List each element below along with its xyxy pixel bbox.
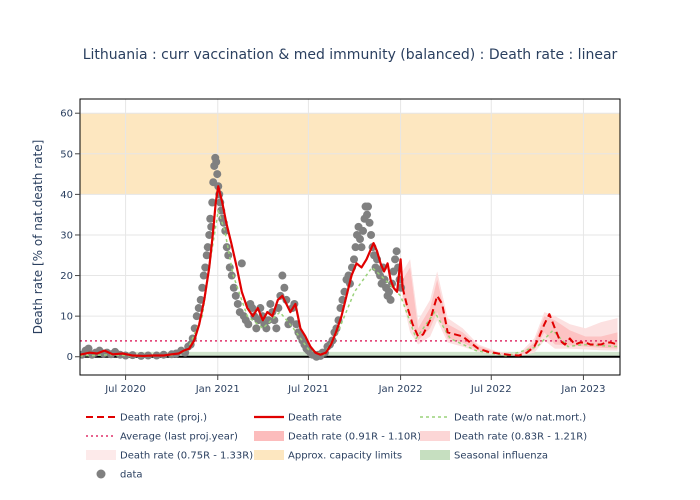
data-point: [252, 324, 261, 333]
seasonal-influenza-band: [80, 351, 620, 357]
legend-swatch: [254, 431, 284, 441]
legend-label: Death rate (0.91R - 1.10R): [288, 432, 421, 443]
data-point: [363, 210, 372, 219]
y-tick-label: 10: [60, 312, 73, 323]
data-point: [278, 271, 287, 280]
legend-label: Seasonal influenza: [454, 451, 548, 462]
data-point: [385, 287, 394, 296]
legend: Death rate (proj.) Death rate Death rate (…: [86, 413, 587, 481]
legend-label: Death rate: [288, 413, 342, 424]
data-point: [208, 198, 217, 207]
y-tick-label: 60: [60, 109, 73, 120]
legend-swatch: [420, 431, 450, 441]
x-tick-label: Jul 2021: [287, 384, 329, 395]
series-death-rate-proj: [401, 287, 618, 357]
x-tick-label: Jul 2022: [470, 384, 512, 395]
legend-label: Death rate (0.75R - 1.33R): [120, 451, 253, 462]
data-point: [391, 255, 400, 264]
data-point: [203, 243, 212, 252]
data-point: [359, 226, 368, 235]
chart-title: Lithuania : curr vaccination & med immun…: [83, 47, 618, 63]
data-point: [270, 316, 279, 325]
legend-swatch: [420, 450, 450, 460]
plot-border: [79, 98, 621, 376]
data-point: [248, 304, 257, 313]
data-point: [357, 243, 366, 252]
data-point: [351, 243, 360, 252]
data-point: [212, 157, 221, 166]
y-tick-label: 40: [60, 190, 73, 201]
data-point: [229, 283, 238, 292]
data-point: [192, 312, 201, 321]
data-point: [222, 243, 231, 252]
data-point: [213, 170, 222, 179]
x-tick-label: Jan 2021: [195, 384, 240, 395]
y-tick-label: 0: [67, 352, 73, 363]
data-point: [266, 299, 275, 308]
legend-label: Approx. capacity limits: [288, 451, 402, 462]
data-point: [280, 283, 289, 292]
data-point: [205, 230, 214, 239]
data-point: [286, 316, 295, 325]
data-point: [272, 324, 281, 333]
data-point: [237, 259, 246, 268]
data-point: [206, 214, 215, 223]
x-tick-label: Jan 2022: [378, 384, 423, 395]
data-point: [367, 230, 376, 239]
plot-content: [80, 99, 620, 375]
data-point: [202, 251, 211, 260]
data-point: [233, 299, 242, 308]
data-point: [201, 263, 210, 272]
x-tick-label: Jan 2023: [560, 384, 605, 395]
data-point: [198, 283, 207, 292]
data-point: [350, 255, 359, 264]
series-death-rate: [80, 185, 404, 358]
data-point: [199, 271, 208, 280]
plot-area: [80, 99, 620, 375]
data-point: [84, 344, 93, 353]
data-point: [356, 235, 365, 244]
legend-label: Death rate (w/o nat.mort.): [454, 413, 586, 424]
series-death-rate-wo-natmort: [80, 209, 618, 358]
y-tick-label: 50: [60, 149, 73, 160]
data-point: [194, 304, 203, 313]
legend-label: Death rate (proj.): [120, 413, 207, 424]
legend-swatch: [254, 450, 284, 460]
data-point: [392, 247, 401, 256]
y-axis-title: Death rate [% of nat.death rate]: [31, 140, 45, 335]
data-point: [365, 218, 374, 227]
data-point: [386, 295, 395, 304]
data-point: [244, 320, 253, 329]
data-point: [231, 291, 240, 300]
x-tick-label: Jul 2020: [104, 384, 146, 395]
legend-label: Death rate (0.83R - 1.21R): [454, 432, 587, 443]
y-tick-label: 20: [60, 271, 73, 282]
legend-swatch: [86, 450, 116, 460]
axes: 0 10 20 30 40 50 60 Jul 2020 Jan 2021 Jul 2021 Jan…: [60, 98, 621, 395]
legend-label: data: [120, 470, 143, 481]
legend-swatch: [96, 469, 106, 479]
legend-label: Average (last proj.year): [120, 432, 238, 443]
data-point: [264, 316, 273, 325]
data-point: [364, 202, 373, 211]
data-point: [227, 271, 236, 280]
y-tick-label: 30: [60, 230, 73, 241]
